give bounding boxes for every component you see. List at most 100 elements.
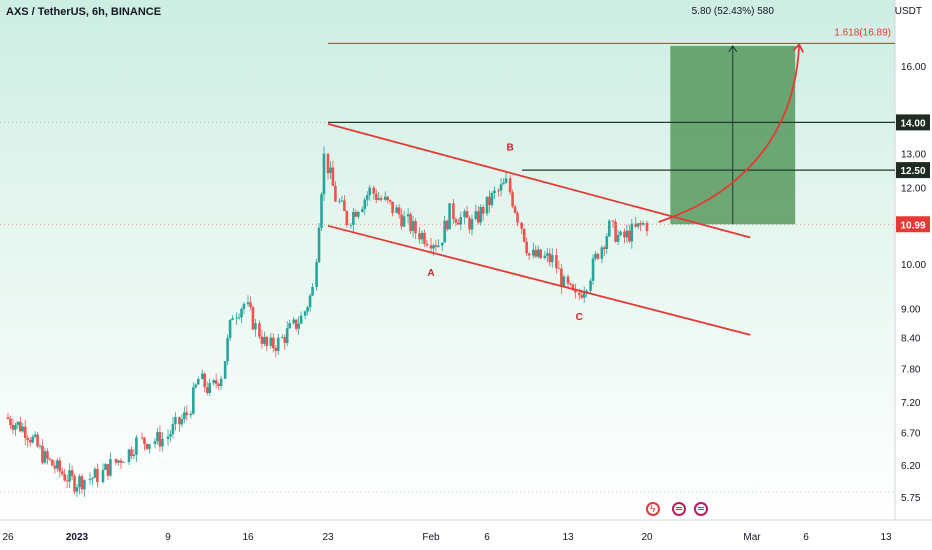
candle-body — [548, 253, 552, 263]
candle-body — [566, 276, 570, 284]
event-bolt-icon[interactable]: ϟ — [646, 502, 660, 516]
candle-body — [425, 243, 429, 246]
candle-body — [636, 223, 640, 227]
candle-body — [591, 258, 595, 281]
candle-body — [156, 432, 159, 442]
candle-body — [616, 235, 620, 242]
candle-body — [311, 287, 314, 296]
candle-body — [379, 198, 383, 200]
candle-body — [562, 276, 566, 287]
y-tick-label: 16.00 — [901, 62, 926, 73]
candle-body — [265, 336, 269, 346]
candle-body — [303, 311, 307, 316]
candle-body — [388, 199, 392, 202]
candle-body — [585, 290, 588, 293]
candle-body — [645, 222, 649, 232]
candle-body — [440, 242, 444, 246]
candle-body — [363, 199, 367, 209]
projection-arrowhead — [792, 42, 805, 53]
candle-body — [474, 211, 478, 220]
candle-body — [502, 182, 505, 185]
candle-body — [414, 221, 417, 234]
candle-body — [285, 328, 289, 343]
candle-body — [41, 445, 44, 463]
candle-body — [400, 214, 403, 227]
symbol-title[interactable]: AXS / TetherUS, 6h, BINANCE — [6, 6, 162, 18]
candle-body — [546, 253, 549, 256]
candle-body — [516, 212, 519, 223]
candle-body — [143, 437, 146, 444]
candle-body — [459, 216, 463, 225]
candle-body — [406, 214, 410, 217]
candle-body — [288, 323, 291, 329]
candle-body — [600, 247, 604, 259]
candle-body — [625, 230, 629, 238]
candle-body — [28, 440, 32, 443]
candle-body — [569, 283, 572, 285]
candle-body — [272, 337, 275, 349]
channel-lower-line — [327, 224, 751, 336]
candle-body — [614, 221, 617, 242]
candle-body — [93, 468, 97, 478]
candle-body — [481, 206, 485, 214]
y-tick-label: 12.00 — [901, 183, 926, 194]
candle-body — [11, 425, 15, 430]
candle-body — [386, 196, 389, 200]
candle-body — [334, 185, 337, 202]
candle-body — [539, 249, 542, 259]
candle-body — [63, 474, 66, 481]
candle-body — [145, 443, 149, 449]
candle-body — [402, 216, 406, 227]
candle-body — [580, 295, 584, 298]
candle-body — [463, 211, 466, 217]
candle-body — [555, 255, 558, 269]
x-tick-label: 16 — [242, 532, 254, 543]
y-tick-label: 7.80 — [901, 365, 921, 376]
candle-body — [91, 477, 94, 479]
x-tick-label: 23 — [322, 532, 334, 543]
candle-body — [485, 196, 489, 214]
candle-body — [513, 206, 517, 213]
candle-body — [178, 417, 181, 425]
candle-body — [60, 471, 64, 475]
candle-body — [574, 290, 577, 293]
candle-body — [19, 421, 22, 432]
candle-body — [315, 262, 318, 288]
candle-body — [119, 460, 123, 463]
candle-body — [452, 203, 455, 220]
candle-body — [130, 449, 133, 457]
event-flag-icon[interactable] — [672, 502, 686, 516]
channel-upper-line — [327, 123, 751, 239]
candle-body — [48, 458, 52, 460]
candle-body — [276, 337, 280, 351]
y-tick-label: 6.70 — [901, 429, 921, 440]
candle-body — [508, 178, 512, 193]
candle-body — [104, 464, 107, 470]
y-tick-label: 9.00 — [901, 304, 921, 315]
candle-body — [6, 417, 10, 419]
candle-body — [377, 198, 381, 200]
level-price-label: 12.50 — [900, 166, 925, 177]
candle-body — [208, 383, 211, 393]
candle-body — [280, 337, 284, 338]
candle-body — [429, 245, 433, 249]
candle-body — [16, 421, 20, 425]
candle-body — [536, 249, 540, 257]
candle-body — [166, 436, 170, 439]
candle-body — [231, 318, 234, 320]
candle-body — [623, 231, 626, 238]
candle-body — [619, 231, 622, 236]
candle-body — [106, 464, 110, 476]
candle-body — [634, 223, 638, 227]
candle-body — [135, 437, 138, 455]
event-flag-icon[interactable] — [694, 502, 708, 516]
candle-body — [122, 462, 125, 463]
candle-body — [258, 323, 261, 337]
candle-body — [132, 454, 136, 457]
candle-body — [468, 217, 471, 230]
candle-body — [372, 187, 376, 194]
candle-body — [448, 203, 451, 230]
candle-body — [180, 419, 184, 425]
